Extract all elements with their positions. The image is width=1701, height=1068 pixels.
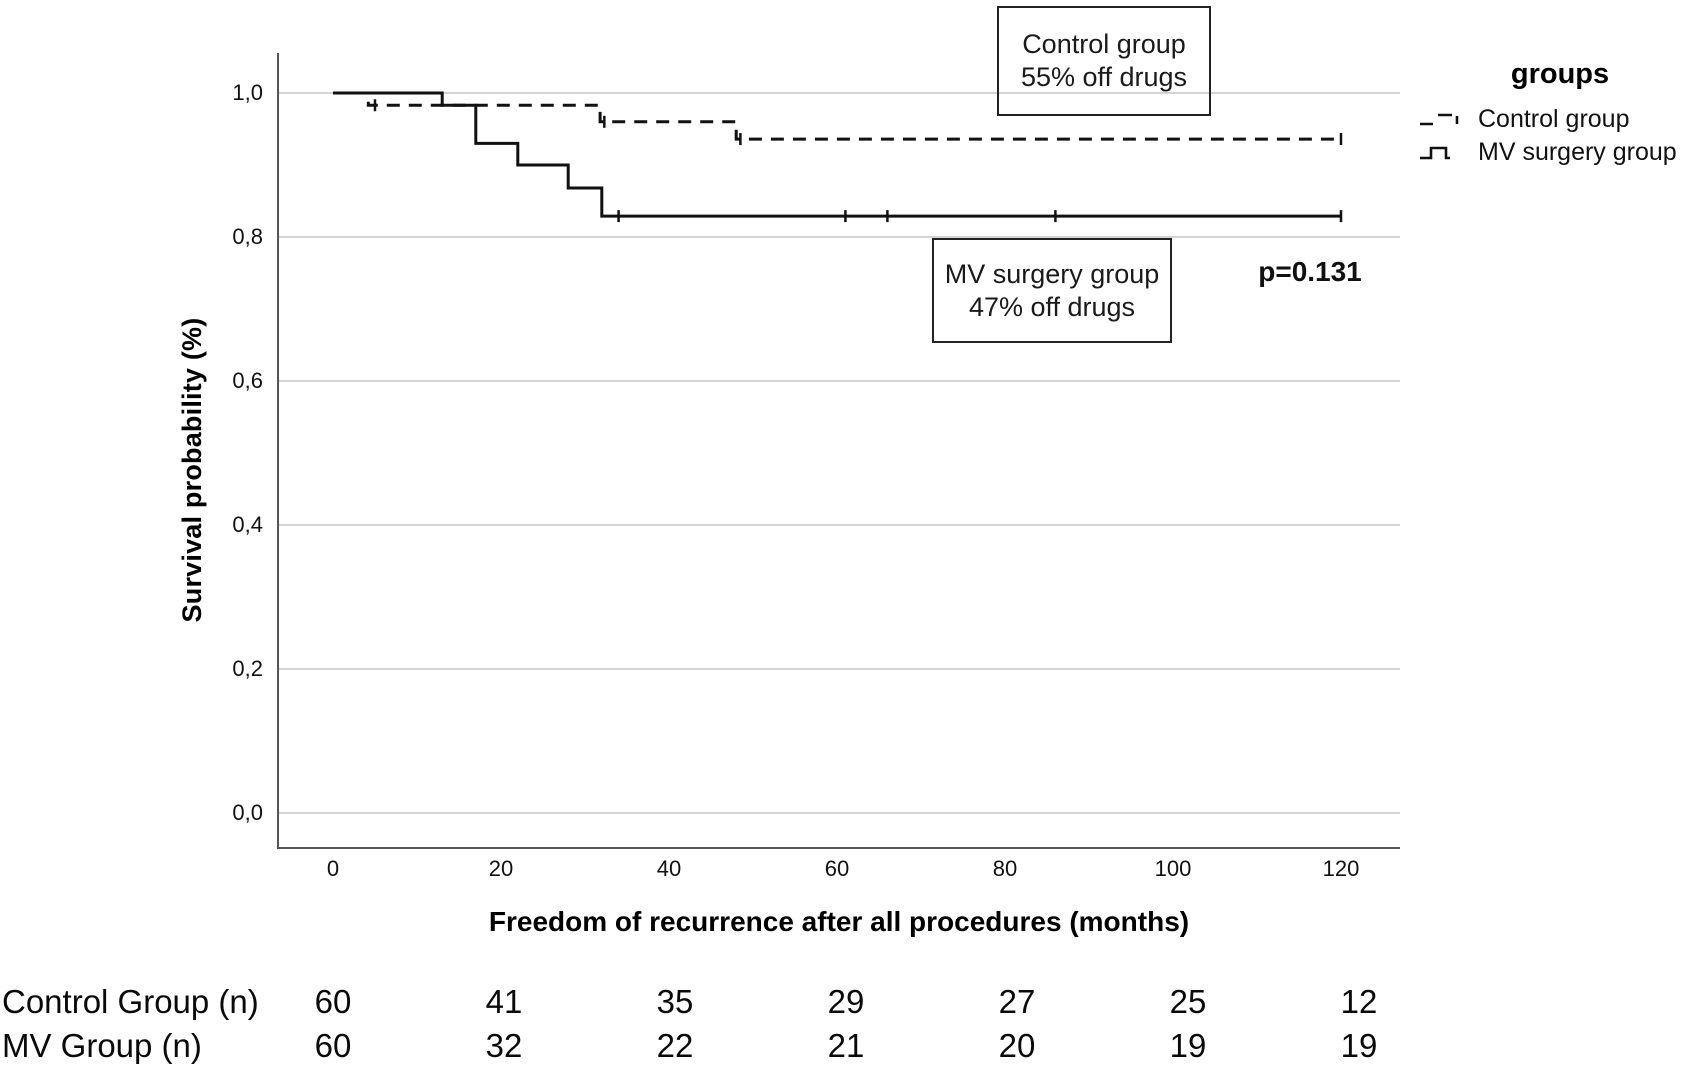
y-tick-label: 0,4 xyxy=(232,512,263,537)
y-tick-label: 0,0 xyxy=(232,800,263,825)
x-tick-label: 0 xyxy=(326,856,340,881)
legend: groups Control group MV surgery group xyxy=(1418,58,1698,169)
survival-curve-control-group xyxy=(333,91,1341,141)
legend-item-label: MV surgery group xyxy=(1478,138,1677,166)
risk-table-value: 35 xyxy=(656,983,694,1020)
annotation-line: 47% off drugs xyxy=(968,291,1136,322)
x-axis-title: Freedom of recurrence after all procedur… xyxy=(488,906,1190,937)
legend-item-mv-surgery: MV surgery group xyxy=(1418,136,1698,169)
risk-table-value: 25 xyxy=(1169,983,1207,1020)
annotation-line: MV surgery group xyxy=(944,258,1160,289)
y-tick-label: 0,6 xyxy=(232,368,263,393)
risk-table-row-label-control: Control Group (n) xyxy=(2,983,259,1020)
dashed-step-line-icon xyxy=(1420,113,1459,125)
risk-table-value: 22 xyxy=(656,1027,694,1064)
x-tick-label: 60 xyxy=(824,856,850,881)
risk-table-value: 20 xyxy=(998,1027,1036,1064)
y-axis-title: Survival probability (%) xyxy=(177,317,207,623)
risk-table-value: 21 xyxy=(827,1027,865,1064)
y-tick-label: 0,2 xyxy=(232,656,263,681)
risk-table-value: 12 xyxy=(1340,983,1378,1020)
legend-title: groups xyxy=(1510,58,1610,90)
risk-table-value: 32 xyxy=(485,1027,523,1064)
x-tick-label: 80 xyxy=(992,856,1018,881)
risk-table-value: 60 xyxy=(314,1027,352,1064)
risk-table-value: 19 xyxy=(1169,1027,1207,1064)
y-tick-label: 0,8 xyxy=(232,224,263,249)
x-tick-label: 120 xyxy=(1322,856,1360,881)
x-tick-label: 20 xyxy=(488,856,514,881)
x-tick-label: 40 xyxy=(656,856,682,881)
risk-table-value: 60 xyxy=(314,983,352,1020)
survival-curve-mv-surgery-group xyxy=(333,91,1341,218)
risk-table-value: 19 xyxy=(1340,1027,1378,1064)
legend-item-label: Control group xyxy=(1478,105,1630,133)
solid-step-line-icon xyxy=(1420,146,1450,159)
annotation-line: 55% off drugs xyxy=(1020,62,1188,92)
legend-item-control: Control group xyxy=(1418,103,1698,136)
annotation-mv-group: MV surgery group 47% off drugs xyxy=(932,238,1172,343)
risk-table-value: 41 xyxy=(485,983,523,1020)
annotation-line: Control group xyxy=(1022,29,1186,59)
x-tick-label: 100 xyxy=(1154,856,1192,881)
risk-table-value: 27 xyxy=(998,983,1036,1020)
y-tick-label: 1,0 xyxy=(232,80,263,105)
risk-table-row-label-mv: MV Group (n) xyxy=(2,1027,202,1064)
risk-table-value: 29 xyxy=(827,983,865,1020)
annotation-control-group: Control group 55% off drugs xyxy=(997,6,1211,116)
p-value-label: p=0.131 xyxy=(1258,256,1362,287)
